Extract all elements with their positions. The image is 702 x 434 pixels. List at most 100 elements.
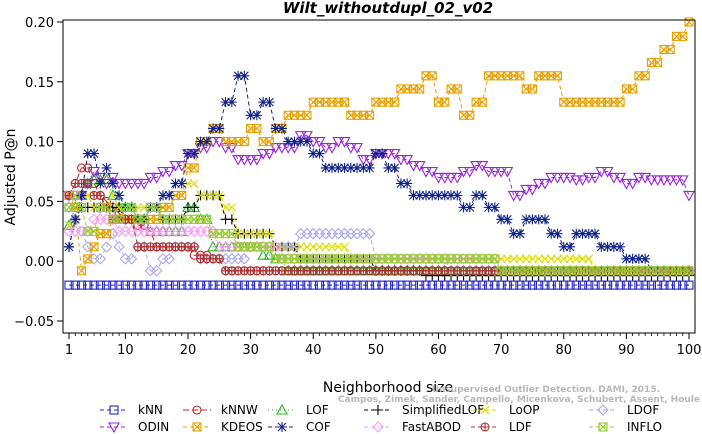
legend-item-LoOP: LoOP (471, 403, 540, 417)
point-COF-41 (320, 162, 331, 173)
point-COF-63 (458, 202, 469, 213)
point-kNN-21 (195, 280, 206, 290)
point-LDF-5 (95, 190, 105, 200)
point-ODIN-91 (632, 172, 645, 184)
point-kNN-78 (552, 280, 563, 290)
series-LDOF (63, 201, 695, 277)
point-COF-71 (508, 228, 519, 239)
point-COF-7 (107, 178, 118, 189)
x-tick-label: 70 (493, 343, 510, 358)
legend-label-INFLO: INFLO (627, 420, 662, 434)
point-COF-46 (352, 162, 363, 173)
point-kNN-40 (314, 280, 325, 290)
point-LoOP-37 (296, 242, 306, 252)
legend-item-kNNW: kNNW (183, 403, 258, 417)
point-ODIN-30 (250, 154, 263, 166)
point-LoOP-44 (340, 242, 349, 252)
point-kNN-91 (634, 280, 644, 290)
point-COF-68 (489, 202, 500, 213)
point-ODIN-99 (683, 190, 695, 202)
y-axis-label: Adjusted P@n (3, 128, 19, 225)
point-KDEOS-92 (640, 71, 650, 81)
point-ODIN-73 (520, 184, 533, 196)
point-KDEOS-78 (552, 71, 563, 81)
point-ODIN-48 (363, 154, 376, 166)
point-COF-58 (427, 190, 438, 201)
legend-label-SimplifiedLOF: SimplifiedLOF (402, 403, 484, 417)
point-COF-27 (233, 70, 244, 81)
legend-swatch-marker (372, 421, 384, 433)
point-ODIN-77 (545, 172, 558, 184)
point-ODIN-34 (275, 143, 288, 154)
point-kNN-44 (340, 280, 350, 290)
point-kNN-34 (277, 280, 287, 290)
point-kNN-75 (534, 280, 544, 290)
point-COF-57 (420, 190, 431, 201)
point-LoOP-72 (515, 254, 525, 264)
point-kNN-18 (177, 280, 187, 290)
point-KDEOS-4 (89, 242, 99, 252)
point-COF-62 (452, 190, 463, 201)
point-kNN-66 (477, 280, 487, 290)
point-kNN-1 (70, 280, 80, 290)
point-ODIN-98 (676, 175, 689, 187)
point-LoOP-21 (196, 191, 205, 200)
point-COF-31 (258, 97, 269, 108)
x-tick-label: 30 (242, 343, 259, 358)
point-KDEOS-88 (615, 97, 625, 107)
point-COF-38 (301, 136, 312, 147)
point-INFLO-4 (89, 226, 99, 236)
point-COF-60 (439, 190, 450, 201)
point-kNN-68 (490, 280, 500, 290)
point-ODIN-74 (526, 184, 539, 196)
point-INFLO-1 (70, 190, 80, 200)
x-axis-label: Neighborhood size (323, 380, 453, 396)
point-KDEOS-98 (678, 31, 688, 41)
point-COF-89 (621, 253, 632, 264)
point-ODIN-97 (670, 175, 683, 187)
point-ODIN-66 (476, 160, 489, 172)
point-kNN-5 (95, 280, 105, 290)
point-kNN-7 (108, 280, 118, 290)
point-COF-50 (377, 148, 388, 159)
point-KDEOS-58 (427, 71, 437, 81)
x-tick-label: 1 (65, 343, 73, 358)
point-KDEOS-2 (76, 266, 87, 276)
point-COF-86 (602, 241, 613, 252)
point-LDF-20 (189, 242, 199, 252)
point-kNN-74 (527, 280, 537, 290)
point-LoOP-75 (534, 254, 544, 264)
point-COF-18 (176, 178, 187, 189)
point-ODIN-67 (482, 166, 495, 178)
legend-label-LDF: LDF (509, 420, 532, 434)
point-kNN-20 (189, 280, 199, 290)
point-ODIN-12 (138, 178, 151, 190)
chart-title: Wilt_withoutdupl_02_v02 (283, 0, 493, 17)
point-ODIN-41 (319, 143, 332, 154)
point-LDOF-3 (82, 241, 94, 253)
point-ODIN-84 (589, 172, 601, 184)
x-tick-label: 10 (117, 343, 134, 358)
point-COF-32 (264, 97, 275, 108)
point-kNN-98 (678, 280, 688, 290)
point-COF-67 (483, 202, 494, 213)
point-ODIN-65 (470, 160, 483, 172)
point-kNN-8 (114, 280, 124, 290)
point-kNN-9 (120, 280, 130, 290)
point-kNN-85 (596, 280, 606, 290)
point-LoOP-78 (553, 254, 562, 264)
point-LDF-24 (214, 254, 224, 264)
point-kNN-26 (227, 280, 237, 290)
point-COF-1 (70, 214, 81, 225)
point-kNN-95 (659, 280, 669, 290)
point-ODIN-59 (432, 172, 445, 184)
point-LDOF-16 (163, 253, 175, 265)
point-COF-53 (395, 178, 406, 189)
point-ODIN-31 (257, 149, 270, 160)
point-kNN-65 (471, 280, 481, 290)
point-COF-33 (270, 123, 281, 134)
point-kNN-39 (308, 280, 318, 290)
point-INFLO-8 (114, 214, 124, 224)
point-ODIN-56 (413, 160, 426, 172)
